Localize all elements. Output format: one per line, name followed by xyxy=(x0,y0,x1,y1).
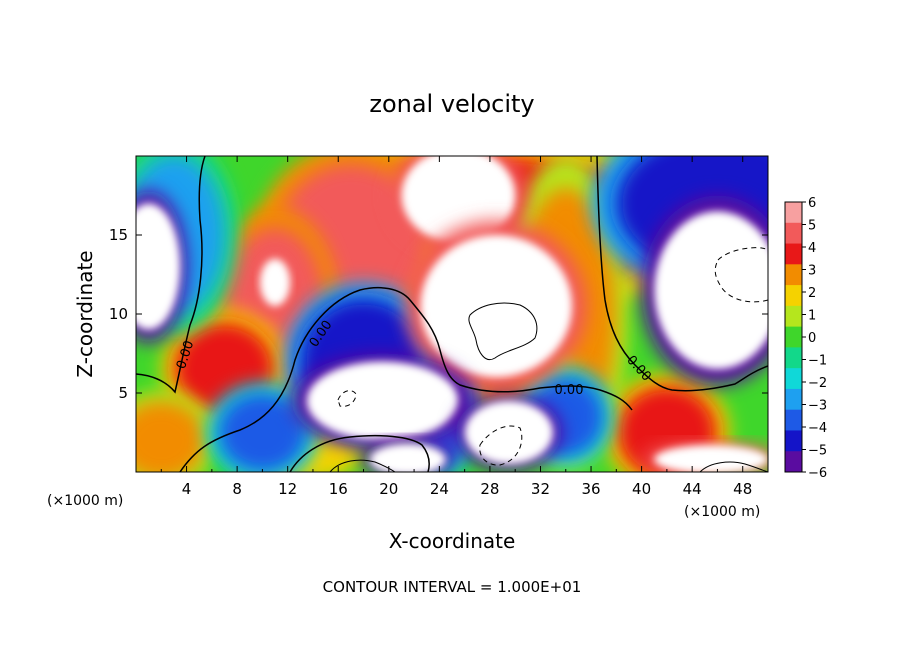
flow-core xyxy=(420,235,573,378)
positive-contour-line xyxy=(699,461,768,472)
x-tick-label: 4 xyxy=(182,480,192,498)
x-tick-label: 32 xyxy=(531,480,550,498)
colorbar-tick-label: 3 xyxy=(808,264,816,279)
y-axis-label: Z-coordinate xyxy=(73,250,97,377)
saturated-region xyxy=(642,442,768,472)
flow-core xyxy=(654,445,768,472)
contour-label: 0.00 xyxy=(555,383,584,398)
x-tick-label: 16 xyxy=(329,480,348,498)
x-tick-label: 40 xyxy=(632,480,651,498)
colorbar-swatch xyxy=(785,326,802,348)
saturated-region xyxy=(641,195,768,386)
x-tick-label: 24 xyxy=(430,480,449,498)
x-axis: 4 8 12 16 20 24 28 32 36 40 44 48 xyxy=(160,156,752,498)
colorbar-swatch xyxy=(785,243,802,265)
colorbar-tick-label: −4 xyxy=(808,421,827,436)
colorbar-swatch xyxy=(785,388,802,411)
zero-contour-line xyxy=(289,434,430,472)
flow-core xyxy=(401,156,516,243)
colorbar-swatch xyxy=(785,430,802,452)
y-tick-label: 5 xyxy=(118,384,128,402)
colorbar-tick-label: 2 xyxy=(808,286,816,301)
colorbar-swatch xyxy=(785,368,802,390)
positive-contour-line xyxy=(329,459,396,472)
colorbar-tick-label: 5 xyxy=(808,219,816,234)
x-unit-left: (×1000 m) xyxy=(47,493,123,509)
x-tick-label: 36 xyxy=(581,480,600,498)
x-tick-label: 44 xyxy=(683,480,702,498)
x-tick-label: 8 xyxy=(232,480,242,498)
x-unit-right: (×1000 m) xyxy=(684,504,760,520)
flow-core xyxy=(369,443,446,472)
x-tick-label: 20 xyxy=(379,480,398,498)
flow-core xyxy=(136,203,181,330)
flow-core xyxy=(306,361,459,441)
positive-contour-line xyxy=(468,302,538,360)
colorbar-tick-label: 6 xyxy=(808,196,816,211)
colorbar-tick-label: −3 xyxy=(808,399,827,414)
westward-flow-region xyxy=(207,383,318,472)
saturated-region xyxy=(256,253,294,311)
saturated-region xyxy=(405,220,588,392)
colorbar-tick-label: 0 xyxy=(808,331,816,346)
flow-core xyxy=(464,400,554,465)
saturated-region xyxy=(291,353,474,449)
flow-core xyxy=(259,258,291,307)
y-axis: 5 10 15 xyxy=(109,226,768,402)
colorbar-tick-label: −5 xyxy=(808,444,827,459)
colorbar-tick-label: 1 xyxy=(808,309,816,324)
colorbar-swatch xyxy=(785,264,802,286)
colorbar-tick-label: −6 xyxy=(808,466,827,481)
y-tick-label: 15 xyxy=(109,226,128,244)
colorbar-tick-label: −2 xyxy=(808,376,827,391)
colorbar-swatch xyxy=(785,222,802,245)
saturated-region xyxy=(362,440,454,472)
colorbar-tick-label: −1 xyxy=(808,354,827,369)
velocity-field xyxy=(136,156,768,472)
zero-contour-line xyxy=(179,287,633,472)
colorbar-swatch xyxy=(785,305,802,328)
zero-contour-line xyxy=(596,156,768,392)
saturated-region xyxy=(136,190,187,343)
plot-area: 0.00 0.00 0.00 0.00 xyxy=(136,156,768,472)
x-axis-label: X-coordinate xyxy=(389,529,516,553)
eastward-flow-region xyxy=(603,373,731,472)
saturated-region xyxy=(455,394,562,471)
zero-contour-line xyxy=(136,156,206,394)
colorbar-swatch xyxy=(785,451,802,473)
chart-title: zonal velocity xyxy=(369,90,534,118)
colorbar-swatch xyxy=(785,202,802,224)
x-tick-label: 48 xyxy=(733,480,752,498)
colorbar-swatch xyxy=(785,285,802,307)
colorbar-tick-label: 4 xyxy=(808,241,816,256)
eastward-flow-region xyxy=(136,391,217,472)
negative-contour-line xyxy=(714,247,768,303)
colorbar-swatch xyxy=(785,347,802,369)
flow-core xyxy=(654,211,768,370)
y-tick-label: 10 xyxy=(109,305,128,323)
negative-contour-line xyxy=(479,425,523,466)
contour-interval-note: CONTOUR INTERVAL = 1.000E+01 xyxy=(323,578,582,596)
x-tick-label: 12 xyxy=(278,480,297,498)
colorbar-swatch xyxy=(785,409,802,431)
x-tick-label: 28 xyxy=(480,480,499,498)
flow-core xyxy=(218,393,307,472)
colorbar: 6 5 4 3 2 1 0 −1 −2 −3 −4 −5 −6 xyxy=(784,196,827,481)
flow-core xyxy=(136,400,206,472)
contour-lines xyxy=(136,156,768,472)
